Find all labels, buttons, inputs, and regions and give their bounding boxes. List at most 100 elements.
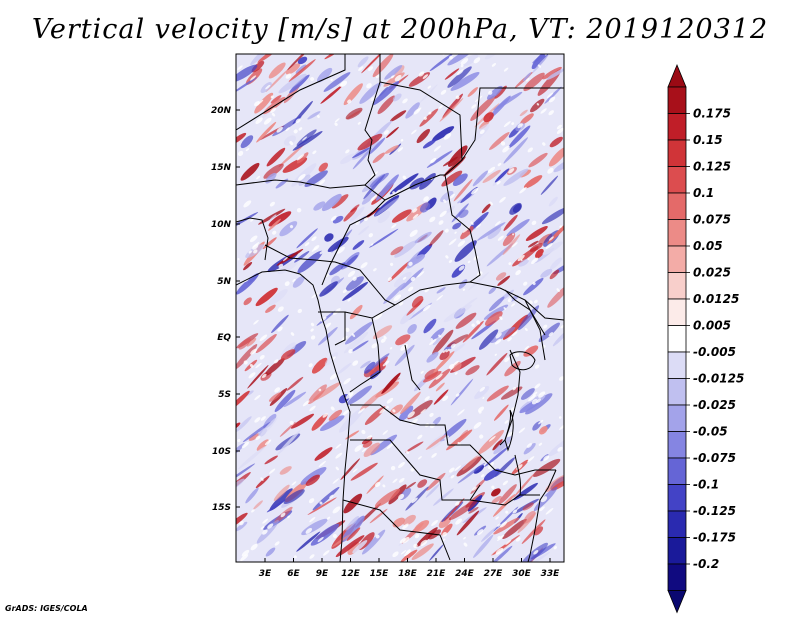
velocity-neutral (319, 251, 324, 255)
velocity-neutral (423, 196, 429, 202)
velocity-neutral (509, 406, 516, 412)
velocity-patch (419, 202, 431, 213)
velocity-patch (452, 343, 466, 354)
velocity-patch (531, 54, 549, 75)
velocity-patch (473, 465, 485, 474)
velocity-neutral (357, 121, 361, 125)
velocity-patch (318, 326, 338, 346)
velocity-patch (381, 372, 401, 394)
velocity-patch (484, 54, 497, 60)
velocity-neutral (499, 521, 508, 528)
velocity-patch (520, 542, 548, 562)
velocity-neutral (237, 150, 244, 157)
velocity-patch (362, 440, 373, 448)
velocity-neutral (520, 259, 523, 261)
velocity-neutral (553, 546, 557, 550)
velocity-patch (522, 502, 534, 511)
velocity-patch (255, 333, 277, 354)
velocity-neutral (548, 110, 554, 116)
velocity-patch (520, 113, 534, 125)
velocity-patch (503, 137, 528, 164)
velocity-patch (518, 258, 529, 267)
velocity-patch (538, 322, 560, 343)
velocity-patch (502, 234, 521, 255)
velocity-patch (548, 436, 564, 457)
velocity-neutral (420, 539, 428, 547)
velocity-neutral (502, 480, 509, 486)
velocity-neutral (533, 550, 539, 555)
velocity-patch (433, 488, 454, 506)
velocity-patch (549, 269, 560, 280)
velocity-patch (432, 126, 455, 142)
lon-label: 27E (484, 569, 504, 579)
velocity-patch (405, 102, 420, 119)
velocity-neutral (293, 555, 297, 559)
velocity-neutral (495, 547, 504, 555)
velocity-patch (236, 344, 258, 370)
velocity-patch (345, 107, 363, 120)
velocity-neutral (504, 420, 509, 424)
velocity-neutral (305, 527, 313, 534)
velocity-neutral (482, 397, 485, 399)
velocity-patch (236, 463, 256, 483)
velocity-neutral (386, 405, 389, 409)
velocity-neutral (250, 543, 258, 551)
velocity-neutral (495, 516, 499, 520)
velocity-patch (503, 168, 529, 186)
velocity-neutral (332, 478, 340, 484)
velocity-neutral (410, 467, 415, 472)
velocity-neutral (250, 218, 254, 222)
velocity-neutral (540, 496, 548, 503)
velocity-patch (296, 228, 318, 249)
velocity-patch (270, 95, 282, 104)
velocity-neutral (412, 208, 418, 213)
velocity-neutral (479, 434, 484, 439)
colorbar-segment (667, 192, 687, 220)
velocity-neutral (272, 230, 277, 235)
velocity-patch (266, 499, 286, 513)
velocity-patch (483, 112, 494, 123)
velocity-patch (263, 163, 284, 179)
velocity-patch (402, 514, 416, 526)
velocity-patch (428, 368, 451, 389)
velocity-patch (300, 466, 327, 485)
velocity-neutral (257, 99, 264, 105)
velocity-patch (357, 56, 369, 68)
velocity-patch (460, 297, 478, 310)
velocity-neutral (332, 308, 341, 315)
velocity-patch (517, 512, 537, 534)
colorbar-label: -0.1 (693, 478, 719, 492)
velocity-patch (493, 517, 520, 535)
lon-label: 24E (455, 569, 475, 579)
velocity-patch (236, 212, 259, 230)
velocity-neutral (438, 220, 444, 225)
velocity-neutral (342, 289, 347, 294)
velocity-neutral (380, 338, 386, 343)
velocity-neutral (397, 147, 404, 152)
velocity-neutral (330, 215, 337, 221)
velocity-neutral (382, 430, 389, 435)
velocity-neutral (250, 348, 258, 355)
velocity-neutral (291, 481, 297, 486)
colorbar-segment (667, 139, 687, 167)
velocity-patch (363, 442, 380, 457)
velocity-patch (320, 85, 343, 104)
lat-label: 15N (211, 163, 232, 173)
velocity-neutral (366, 435, 373, 441)
colorbar-label: -0.075 (693, 451, 736, 465)
velocity-neutral (536, 103, 540, 106)
colorbar-segment (667, 537, 687, 565)
velocity-neutral (429, 412, 434, 417)
velocity-neutral (391, 223, 397, 229)
velocity-neutral (503, 67, 509, 72)
velocity-neutral (312, 150, 317, 155)
velocity-patch (462, 320, 484, 343)
velocity-neutral (420, 370, 424, 374)
colorbar-segment (667, 404, 687, 432)
velocity-neutral (310, 77, 315, 81)
velocity-neutral (245, 148, 250, 152)
velocity-neutral (505, 510, 509, 514)
velocity-neutral (499, 316, 503, 321)
velocity-patch (257, 54, 277, 63)
velocity-patch (426, 351, 439, 363)
